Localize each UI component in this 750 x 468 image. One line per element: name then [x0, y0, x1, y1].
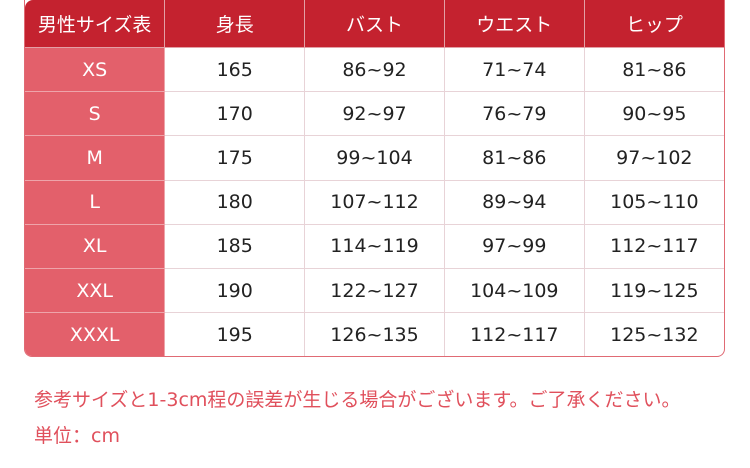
table-row: XS 165 86~92 71~74 81~86 [25, 46, 724, 93]
measurement-cell: 104~109 [443, 268, 585, 314]
column-header: ウエスト [443, 0, 585, 48]
header-row: 男性サイズ表 身長 バスト ウエスト ヒップ [25, 0, 724, 48]
measurement-cell: 81~86 [443, 135, 585, 181]
measurement-cell: 126~135 [304, 312, 445, 356]
table-row: XXXL 195 126~135 112~117 125~132 [25, 312, 724, 356]
column-header: 身長 [164, 0, 306, 48]
table-row: M 175 99~104 81~86 97~102 [25, 135, 724, 181]
measurement-cell: 185 [164, 223, 306, 270]
size-label: L [25, 179, 166, 225]
measurement-cell: 175 [164, 135, 306, 181]
measurement-cell: 125~132 [583, 312, 724, 356]
size-label: S [25, 91, 166, 137]
measurement-cell: 76~79 [443, 91, 585, 137]
measurement-cell: 97~99 [443, 223, 585, 270]
table-row: L 180 107~112 89~94 105~110 [25, 179, 724, 225]
measurement-cell: 195 [164, 312, 306, 356]
measurement-cell: 190 [164, 268, 306, 314]
measurement-cell: 112~117 [583, 223, 724, 270]
measurement-cell: 81~86 [583, 46, 724, 93]
measurement-cell: 119~125 [583, 268, 724, 314]
measurement-cell: 89~94 [443, 179, 585, 225]
measurement-cell: 170 [164, 91, 306, 137]
measurement-cell: 114~119 [304, 223, 445, 270]
unit-note: 単位：cm [34, 425, 120, 447]
disclaimer-note: 参考サイズと1-3cm程の誤差が生じる場合がございます。ご了承ください。 [34, 389, 681, 411]
size-chart-table: 男性サイズ表 身長 バスト ウエスト ヒップ XS 165 86~92 71~74 81~86 S… [24, 0, 725, 357]
measurement-cell: 165 [164, 46, 306, 93]
measurement-cell: 105~110 [583, 179, 724, 225]
size-label: XXL [25, 268, 166, 314]
measurement-cell: 112~117 [443, 312, 585, 356]
column-header: 男性サイズ表 [25, 0, 166, 48]
size-label: XS [25, 46, 166, 93]
measurement-cell: 90~95 [583, 91, 724, 137]
table-row: S 170 92~97 76~79 90~95 [25, 91, 724, 137]
size-label: M [25, 135, 166, 181]
measurement-cell: 97~102 [583, 135, 724, 181]
measurement-cell: 107~112 [304, 179, 445, 225]
table-row: XXL 190 122~127 104~109 119~125 [25, 268, 724, 314]
column-header: バスト [304, 0, 445, 48]
measurement-cell: 122~127 [304, 268, 445, 314]
measurement-cell: 92~97 [304, 91, 445, 137]
size-label: XXXL [25, 312, 166, 356]
measurement-cell: 71~74 [443, 46, 585, 93]
measurement-cell: 86~92 [304, 46, 445, 93]
measurement-cell: 99~104 [304, 135, 445, 181]
measurement-cell: 180 [164, 179, 306, 225]
size-label: XL [25, 223, 166, 270]
column-header: ヒップ [583, 0, 724, 48]
table-row: XL 185 114~119 97~99 112~117 [25, 223, 724, 270]
